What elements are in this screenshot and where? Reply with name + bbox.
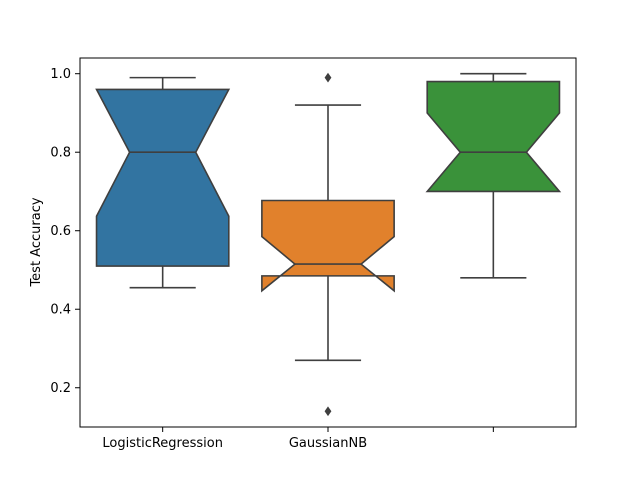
box-group: [95, 76, 231, 289]
x-tick-label: GaussianNB: [289, 436, 367, 451]
box-body: [425, 80, 562, 193]
box-body: [261, 199, 395, 293]
y-axis-label: Test Accuracy: [29, 197, 44, 287]
outlier-point: [324, 406, 332, 417]
boxes-layer: [95, 72, 562, 417]
box-body: [95, 88, 231, 267]
y-axis: 0.2 0.4 0.6 0.8 1.0: [50, 67, 80, 396]
y-tick-label: 1.0: [50, 67, 71, 82]
outlier-point: [324, 72, 332, 83]
plot-frame: [79, 57, 577, 428]
y-tick-label: 0.2: [50, 381, 71, 396]
box-group: [261, 72, 395, 417]
box-group: [425, 72, 562, 279]
x-axis: LogisticRegression GaussianNB: [102, 427, 494, 451]
x-tick-label: LogisticRegression: [102, 436, 223, 451]
y-tick-label: 0.6: [50, 224, 71, 239]
y-tick-label: 0.4: [50, 303, 71, 318]
y-tick-label: 0.8: [50, 146, 71, 161]
